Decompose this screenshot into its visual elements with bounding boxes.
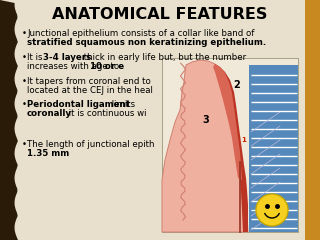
- Polygon shape: [305, 0, 320, 240]
- Polygon shape: [162, 58, 298, 232]
- Text: ANATOMICAL FEATURES: ANATOMICAL FEATURES: [52, 7, 268, 22]
- Text: It tapers from coronal end to: It tapers from coronal end to: [27, 77, 151, 86]
- Text: •: •: [22, 140, 27, 149]
- Text: it is continuous wi: it is continuous wi: [66, 109, 147, 118]
- Text: coronally: coronally: [27, 109, 72, 118]
- Text: •: •: [22, 29, 27, 38]
- Text: The length of junctional epith: The length of junctional epith: [27, 140, 155, 149]
- Text: •: •: [22, 100, 27, 109]
- Text: 1: 1: [242, 137, 246, 143]
- Text: 3: 3: [203, 115, 209, 125]
- Text: thick in early life but, but the number: thick in early life but, but the number: [81, 53, 246, 62]
- Polygon shape: [214, 64, 248, 232]
- Text: 10 or e: 10 or e: [90, 62, 124, 71]
- Text: •: •: [22, 53, 27, 62]
- Text: 3-4 layers: 3-4 layers: [43, 53, 91, 62]
- Text: Periodontal ligament: Periodontal ligament: [27, 100, 130, 109]
- Text: 2: 2: [234, 80, 240, 90]
- Text: Junctional epithelium consists of a collar like band of: Junctional epithelium consists of a coll…: [27, 29, 254, 38]
- Polygon shape: [213, 64, 242, 180]
- Circle shape: [256, 194, 288, 226]
- Text: limits: limits: [109, 100, 135, 109]
- Polygon shape: [249, 65, 298, 232]
- Text: increases with age to: increases with age to: [27, 62, 122, 71]
- Text: located at the CEJ in the heal: located at the CEJ in the heal: [27, 86, 153, 95]
- Text: •: •: [22, 77, 27, 86]
- Polygon shape: [162, 60, 248, 232]
- Text: stratified squamous non keratinizing epithelium.: stratified squamous non keratinizing epi…: [27, 38, 266, 47]
- Polygon shape: [0, 0, 18, 240]
- Text: It is: It is: [27, 53, 45, 62]
- Text: 1.35 mm: 1.35 mm: [27, 149, 69, 158]
